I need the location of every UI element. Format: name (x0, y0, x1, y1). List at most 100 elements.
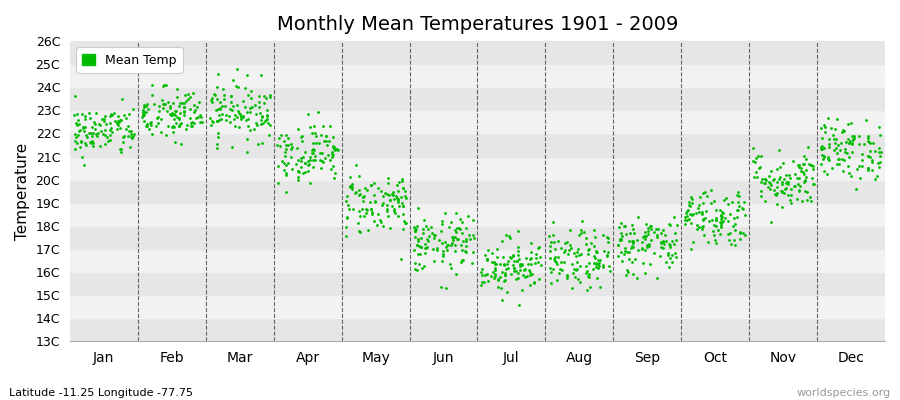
Point (597, 264, 611, 270)
Point (783, 175, 797, 182)
Point (325, 149, 339, 156)
Point (684, 200, 698, 206)
Point (285, 144, 300, 150)
Point (679, 209, 693, 216)
Point (412, 242, 427, 249)
Point (396, 202, 410, 209)
Point (625, 222, 639, 229)
Point (777, 189, 791, 196)
Point (619, 231, 634, 238)
Point (434, 284, 448, 290)
Point (706, 222, 721, 228)
Point (582, 270, 597, 277)
Point (294, 133, 309, 139)
Point (70, 140, 85, 146)
Point (231, 84, 246, 90)
Point (560, 274, 574, 281)
Point (440, 246, 454, 253)
Point (420, 226, 435, 232)
Point (692, 224, 706, 230)
Point (497, 260, 511, 267)
Point (444, 218, 458, 225)
Point (638, 233, 652, 239)
Point (600, 235, 615, 242)
Point (158, 101, 172, 108)
Point (554, 245, 568, 252)
Point (398, 188, 412, 194)
Point (670, 222, 684, 228)
Point (488, 265, 502, 272)
Point (139, 122, 153, 129)
Point (381, 175, 395, 181)
Point (859, 117, 873, 123)
Point (846, 136, 860, 143)
Point (517, 272, 531, 278)
Point (794, 165, 808, 171)
Point (249, 111, 264, 117)
Point (746, 145, 760, 151)
Point (863, 140, 878, 146)
Point (821, 154, 835, 160)
Point (834, 140, 849, 146)
Point (359, 206, 374, 212)
Point (834, 128, 849, 135)
Point (70, 122, 85, 128)
Point (840, 150, 854, 157)
Point (301, 158, 315, 164)
Point (475, 266, 490, 272)
Point (678, 214, 692, 220)
Point (232, 110, 247, 116)
Point (305, 130, 320, 136)
Point (709, 223, 724, 230)
Point (229, 83, 243, 89)
Point (518, 254, 533, 261)
Point (370, 221, 384, 228)
Point (733, 229, 747, 235)
Point (257, 93, 272, 100)
Point (616, 223, 631, 229)
Point (788, 170, 802, 177)
Point (343, 183, 357, 190)
Point (707, 198, 722, 204)
Point (435, 218, 449, 224)
Point (223, 99, 238, 106)
Point (569, 253, 583, 259)
Point (355, 206, 369, 212)
Point (466, 248, 481, 255)
Point (763, 219, 778, 225)
Point (503, 255, 517, 261)
Point (173, 121, 187, 128)
Point (358, 210, 373, 216)
Point (151, 114, 166, 120)
Point (589, 248, 603, 255)
Point (298, 159, 312, 166)
Point (511, 270, 526, 276)
Point (571, 276, 585, 282)
Point (257, 118, 272, 125)
Point (564, 260, 579, 267)
Point (574, 251, 589, 258)
Point (381, 213, 395, 220)
Point (168, 112, 183, 118)
Point (156, 83, 170, 89)
Point (449, 228, 464, 235)
Point (861, 165, 876, 171)
Point (101, 138, 115, 144)
Point (796, 161, 810, 168)
Point (407, 224, 421, 230)
Point (804, 198, 818, 204)
Point (518, 266, 532, 272)
Point (776, 160, 790, 166)
Point (342, 206, 356, 212)
Point (872, 145, 886, 151)
Point (694, 226, 708, 232)
Point (241, 123, 256, 129)
Point (873, 153, 887, 160)
Point (349, 162, 364, 168)
Point (312, 140, 327, 146)
Point (814, 152, 829, 158)
Point (466, 235, 481, 241)
Point (781, 192, 796, 198)
Point (799, 189, 814, 195)
Point (688, 210, 703, 216)
